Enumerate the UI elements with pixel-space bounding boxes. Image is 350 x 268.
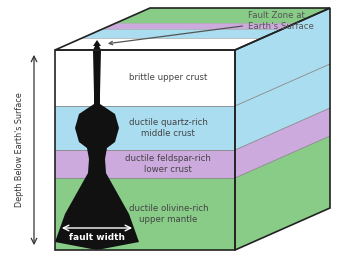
Text: ductile olivine-rich
upper mantle: ductile olivine-rich upper mantle (128, 204, 208, 224)
Polygon shape (55, 150, 235, 178)
Text: Fault Zone at
Earth's Surface: Fault Zone at Earth's Surface (109, 11, 314, 45)
Text: ductile quartz-rich
middle crust: ductile quartz-rich middle crust (129, 118, 208, 138)
Polygon shape (55, 42, 139, 250)
Text: brittle upper crust: brittle upper crust (129, 73, 208, 83)
Polygon shape (55, 106, 235, 150)
Text: ductile feldspar-rich
lower crust: ductile feldspar-rich lower crust (125, 154, 211, 174)
Text: fault width: fault width (69, 233, 125, 243)
Polygon shape (235, 136, 330, 250)
Polygon shape (103, 23, 296, 29)
Polygon shape (55, 50, 235, 106)
Polygon shape (235, 64, 330, 150)
Polygon shape (235, 8, 330, 106)
Polygon shape (93, 40, 101, 46)
Polygon shape (55, 178, 235, 250)
Polygon shape (235, 108, 330, 178)
Polygon shape (116, 8, 330, 23)
Polygon shape (82, 29, 282, 38)
Text: Depth Below Earth's Surface: Depth Below Earth's Surface (15, 93, 24, 207)
Polygon shape (55, 38, 261, 50)
